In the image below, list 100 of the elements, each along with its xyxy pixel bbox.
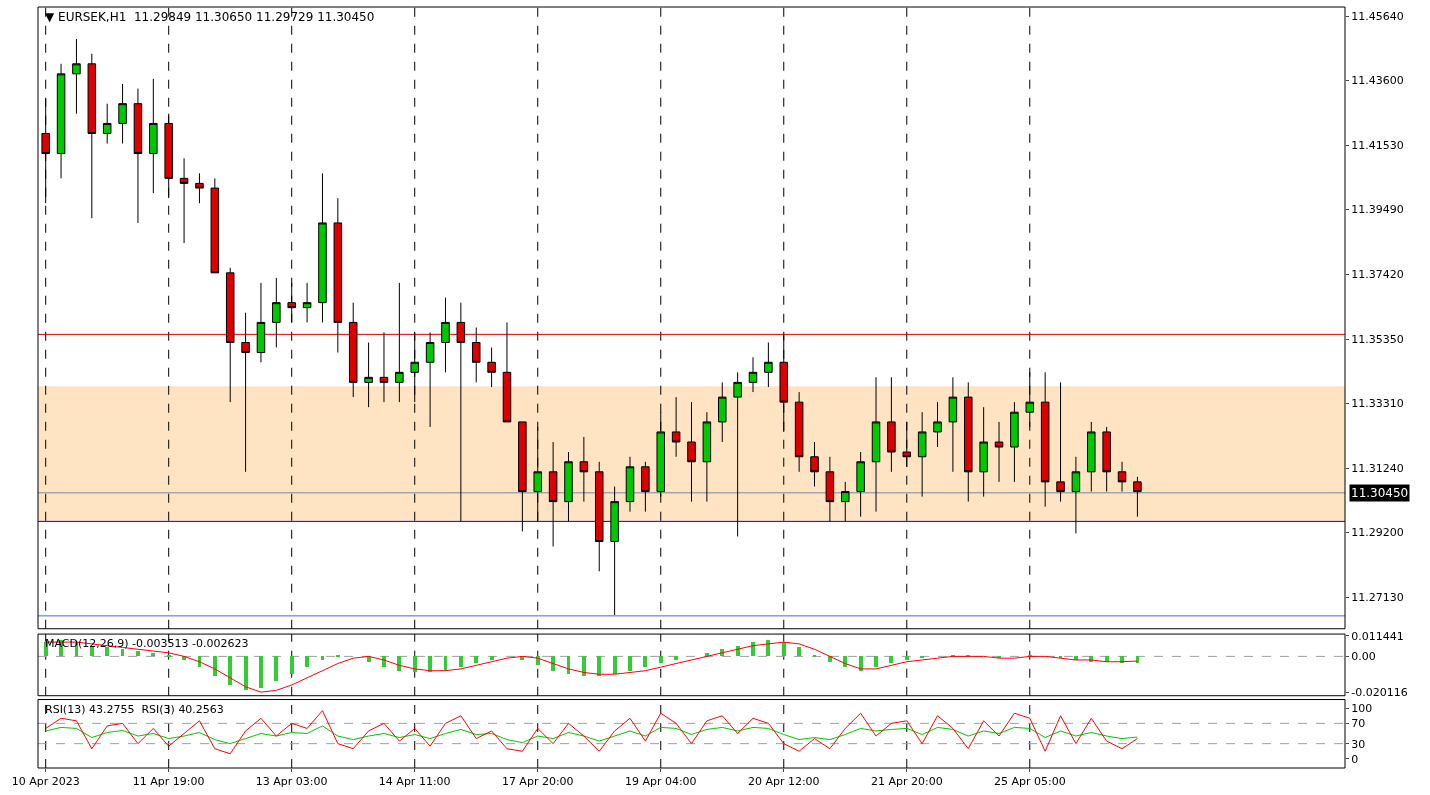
bar bbox=[274, 656, 278, 682]
bar bbox=[321, 656, 324, 661]
candlestick bbox=[149, 78, 158, 194]
bar bbox=[213, 656, 217, 677]
candlestick bbox=[164, 113, 173, 199]
candlestick bbox=[579, 436, 589, 503]
candlestick bbox=[902, 421, 912, 468]
candlestick bbox=[1071, 456, 1081, 534]
candlestick bbox=[118, 83, 127, 145]
candlestick bbox=[1040, 371, 1050, 508]
candlestick bbox=[887, 376, 896, 473]
y-tick-label: 11.39490 bbox=[1351, 202, 1404, 216]
candlestick bbox=[102, 103, 112, 145]
candlestick bbox=[210, 177, 220, 274]
candlestick bbox=[302, 282, 312, 323]
bar bbox=[490, 656, 494, 661]
line-series bbox=[45, 725, 1138, 745]
x-tick-label: 19 Apr 04:00 bbox=[624, 775, 697, 789]
candlestick bbox=[871, 376, 881, 513]
bar bbox=[1136, 656, 1139, 664]
candlestick bbox=[1133, 476, 1142, 518]
bar bbox=[920, 656, 924, 659]
candlestick bbox=[794, 391, 804, 473]
candlestick bbox=[810, 441, 819, 488]
x-tick-label: 20 Apr 12:00 bbox=[747, 775, 820, 789]
chart-title: ▼ EURSEK,H1 11.29849 11.30650 11.29729 11.30450 bbox=[45, 10, 375, 24]
bar bbox=[813, 655, 816, 658]
y-tick-label: -0.020116 bbox=[1351, 686, 1408, 700]
bar bbox=[136, 651, 140, 657]
x-tick-label: 14 Apr 11:00 bbox=[378, 775, 451, 789]
candlestick bbox=[395, 282, 404, 403]
bar bbox=[874, 656, 878, 668]
candlestick bbox=[610, 486, 619, 616]
x-tick-label: 13 Apr 03:00 bbox=[255, 775, 328, 789]
candlestick bbox=[548, 441, 558, 548]
y-tick-label: 11.37420 bbox=[1351, 267, 1404, 281]
candlestick bbox=[594, 461, 604, 572]
candlestick bbox=[825, 456, 835, 522]
candlestick bbox=[764, 342, 773, 388]
candlestick bbox=[1117, 461, 1127, 493]
bar bbox=[459, 656, 463, 668]
candlestick bbox=[948, 376, 958, 473]
bar bbox=[674, 656, 678, 661]
candlestick bbox=[87, 53, 97, 219]
candlestick bbox=[410, 331, 419, 403]
bar bbox=[597, 656, 601, 677]
x-tick-label: 25 Apr 05:00 bbox=[993, 775, 1066, 789]
bar bbox=[889, 656, 893, 664]
y-tick-label: 11.45640 bbox=[1351, 9, 1404, 23]
y-tick-label: 11.27130 bbox=[1351, 590, 1404, 604]
candlestick bbox=[256, 282, 266, 363]
candlestick bbox=[733, 371, 742, 537]
candlestick bbox=[364, 342, 373, 408]
candlestick bbox=[933, 401, 942, 448]
x-tick-label: 17 Apr 20:00 bbox=[501, 775, 574, 789]
bar bbox=[198, 656, 201, 668]
bar bbox=[751, 642, 755, 657]
y-tick-label: 11.33310 bbox=[1351, 396, 1404, 410]
y-tick-label: 11.35350 bbox=[1351, 332, 1404, 346]
candlestick bbox=[272, 277, 281, 349]
bar bbox=[228, 656, 232, 686]
bar bbox=[444, 656, 447, 672]
candlestick bbox=[1056, 381, 1065, 503]
candlestick bbox=[671, 396, 681, 458]
bar bbox=[582, 656, 586, 677]
candlestick bbox=[841, 481, 850, 522]
candlestick bbox=[964, 381, 973, 503]
bar bbox=[643, 656, 647, 668]
y-tick-label: 0.011441 bbox=[1351, 629, 1404, 643]
candlestick bbox=[979, 406, 988, 498]
y-tick-label: 0.00 bbox=[1351, 650, 1376, 664]
bar bbox=[705, 653, 709, 657]
y-tick-label: 11.31240 bbox=[1351, 461, 1404, 475]
candlestick bbox=[702, 411, 712, 503]
candlestick bbox=[917, 411, 927, 498]
y-tick-label: 70 bbox=[1351, 717, 1366, 731]
bar bbox=[428, 656, 432, 673]
bar bbox=[567, 656, 570, 675]
ref-line-label: 11.30450 bbox=[1351, 486, 1409, 500]
x-tick-label: 11 Apr 19:00 bbox=[132, 775, 205, 789]
candlestick bbox=[625, 456, 635, 513]
candlestick bbox=[318, 172, 327, 323]
candlestick bbox=[518, 421, 527, 532]
candlestick bbox=[856, 451, 865, 518]
candlestick bbox=[1087, 421, 1096, 493]
candlestick bbox=[179, 157, 189, 244]
x-tick-label: 21 Apr 20:00 bbox=[870, 775, 943, 789]
bar bbox=[628, 656, 632, 672]
bar bbox=[397, 656, 401, 672]
bar bbox=[259, 656, 263, 689]
candlestick bbox=[56, 63, 66, 179]
candlestick bbox=[1102, 426, 1111, 493]
candlestick bbox=[748, 356, 758, 393]
candlestick bbox=[1010, 401, 1019, 483]
candlestick bbox=[72, 38, 81, 115]
bar bbox=[244, 656, 248, 691]
bar bbox=[797, 647, 801, 657]
bar bbox=[121, 649, 124, 657]
candlestick bbox=[994, 421, 1004, 483]
candlestick bbox=[641, 461, 650, 513]
